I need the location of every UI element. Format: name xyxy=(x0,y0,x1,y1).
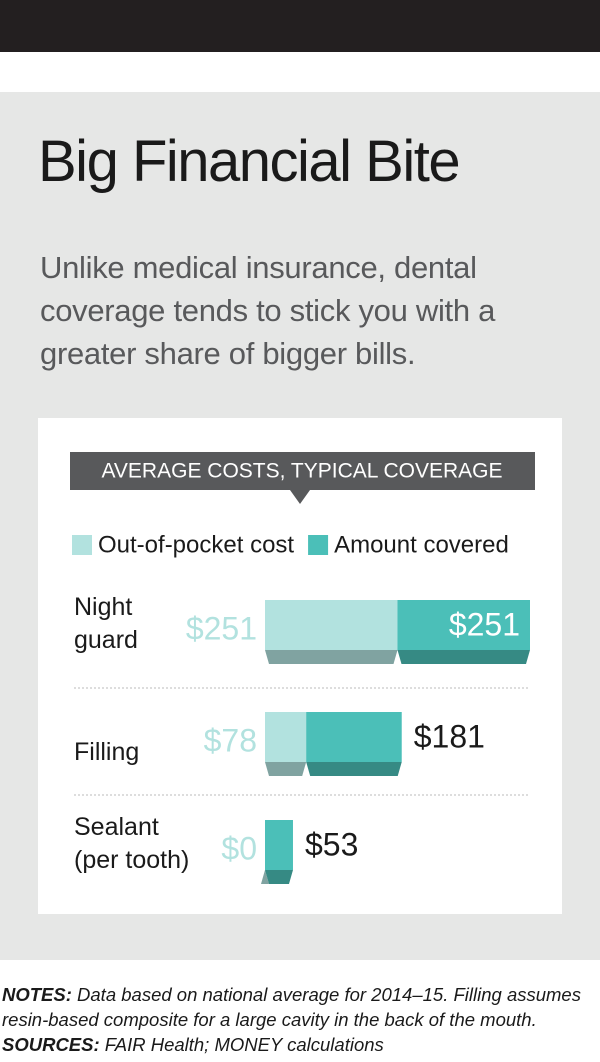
top-bar xyxy=(0,0,600,52)
notes: NOTES: Data based on national average fo… xyxy=(2,982,598,1057)
bar-face xyxy=(306,712,402,762)
title: Big Financial Bite xyxy=(38,129,461,194)
legend-swatch xyxy=(72,535,92,555)
legend-label: Out-of-pocket cost xyxy=(98,531,294,558)
value-label: $0 xyxy=(221,830,257,866)
bar-segment xyxy=(306,712,402,776)
notes-label: NOTES: xyxy=(2,984,72,1005)
bar-shadow xyxy=(265,762,307,776)
value-label: $53 xyxy=(305,826,358,862)
value-label: $251 xyxy=(449,606,520,642)
bar-shadow xyxy=(306,762,402,776)
bar-segment xyxy=(265,820,293,884)
notes-text: Data based on national average for 2014–… xyxy=(2,984,581,1030)
bar-shadow xyxy=(265,870,293,884)
bar-segment xyxy=(265,600,398,664)
bar-segment xyxy=(397,600,530,664)
sources-text: FAIR Health; MONEY calculations xyxy=(104,1034,384,1055)
sources-label: SOURCES: xyxy=(2,1034,100,1055)
bar-segment xyxy=(261,870,269,884)
value-label: $251 xyxy=(186,610,257,646)
chart-header: AVERAGE COSTS, TYPICAL COVERAGE xyxy=(101,460,502,483)
bar-face xyxy=(265,820,293,870)
bar-shadow xyxy=(261,870,269,884)
category-label: Sealant (per tooth) xyxy=(74,813,190,874)
bar-face xyxy=(265,600,398,650)
category-label: Night guard xyxy=(74,593,138,654)
bar-shadow xyxy=(265,650,398,664)
bar-shadow xyxy=(397,650,530,664)
legend-label: Amount covered xyxy=(334,531,509,558)
subtitle: Unlike medical insurance, dental coverag… xyxy=(40,250,496,371)
header-bar xyxy=(70,452,535,490)
value-label: $78 xyxy=(204,722,257,758)
bar-face xyxy=(265,712,307,762)
bar-segment xyxy=(265,712,307,776)
legend-swatch xyxy=(308,535,329,555)
value-label: $181 xyxy=(414,718,485,754)
header-pointer xyxy=(290,490,310,504)
category-label: Filling xyxy=(74,738,140,766)
bar-face xyxy=(397,600,530,650)
